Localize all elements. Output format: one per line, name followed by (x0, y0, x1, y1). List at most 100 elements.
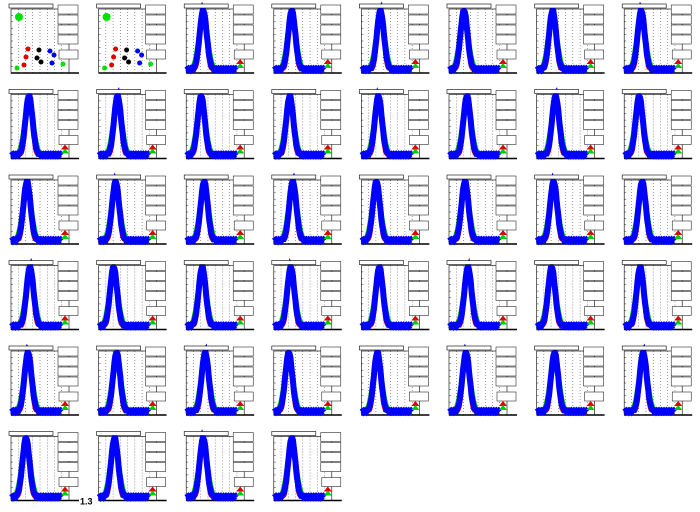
plot-panel (271, 258, 342, 331)
stats-box (495, 271, 517, 281)
title-box (621, 3, 667, 9)
blue-curve (9, 177, 64, 246)
plot-panel (8, 174, 79, 246)
blue-curve (9, 90, 64, 160)
blue-curve (622, 343, 677, 417)
stats-box (320, 120, 342, 130)
marker (323, 234, 332, 239)
marker (411, 230, 420, 235)
marker (61, 490, 69, 496)
blue-curve (447, 6, 502, 75)
stats-box (495, 346, 517, 357)
stats-box (670, 356, 692, 367)
legend-box (584, 306, 604, 316)
stats-box (320, 90, 342, 100)
stats-box (495, 4, 517, 15)
title-box (446, 3, 492, 9)
stats-box (232, 110, 254, 120)
plot-panel (8, 89, 79, 160)
blue-curve (96, 263, 152, 331)
title-box (446, 260, 492, 265)
stats-box (670, 34, 692, 45)
marker (586, 401, 595, 406)
stats-box (670, 281, 692, 291)
title-box (8, 3, 54, 9)
blue-curve (271, 91, 327, 161)
stats-box (320, 4, 342, 15)
marker (61, 401, 69, 406)
stats-box (495, 291, 517, 301)
stats-box (320, 175, 342, 186)
legend-box (233, 391, 254, 402)
scatter-point (148, 61, 154, 67)
marker (499, 234, 507, 239)
blue-curve (622, 92, 677, 160)
title-box (621, 260, 667, 265)
marker (674, 401, 683, 406)
marker (236, 405, 245, 410)
title-box (183, 174, 229, 180)
legend-box (321, 306, 342, 316)
stats-box (320, 34, 342, 45)
marker (411, 319, 420, 325)
stats-box (408, 120, 429, 130)
marker (586, 319, 595, 325)
legend-box (496, 391, 517, 402)
stats-box (320, 432, 342, 442)
scatter-point (47, 48, 53, 54)
legend-box (146, 306, 166, 316)
title-box (359, 345, 404, 351)
marker (236, 490, 245, 496)
stats-box (232, 175, 254, 186)
blue-curve (622, 1, 677, 75)
plot-panel (359, 174, 430, 246)
scatter-point (111, 54, 117, 60)
stats-box (57, 366, 79, 377)
stats-box (57, 452, 79, 462)
blue-curve (359, 261, 414, 331)
stats-box (408, 110, 429, 120)
stats-box (57, 291, 79, 301)
marker (61, 486, 69, 492)
stats-box (583, 205, 604, 216)
plot-panel (96, 172, 167, 246)
blue-curve (534, 346, 590, 417)
stats-box (145, 271, 166, 281)
legend-box (671, 220, 692, 231)
marker (586, 230, 595, 235)
plot-panel (446, 257, 517, 332)
stats-box (320, 100, 342, 110)
scatter-point (135, 48, 141, 54)
stats-box (408, 205, 429, 216)
stats-box (232, 100, 254, 110)
legend-box (146, 49, 166, 60)
plot-panel (183, 429, 255, 502)
blue-curve (271, 172, 327, 246)
stats-box (495, 205, 517, 216)
stats-box (408, 376, 429, 387)
plot-panel (359, 260, 430, 331)
legend-box (321, 135, 342, 145)
title-box (183, 260, 229, 265)
marker (674, 405, 683, 410)
legend-box (496, 135, 517, 145)
marker (323, 486, 332, 492)
stats-box (145, 366, 166, 377)
stats-box (583, 291, 604, 301)
stats-box (583, 175, 604, 186)
stats-box (408, 185, 429, 196)
stats-box (232, 291, 254, 301)
title-box (8, 431, 54, 436)
stats-box (583, 4, 604, 15)
scatter-point (51, 52, 57, 58)
stats-box (145, 356, 166, 367)
plot-panel (534, 345, 605, 417)
stats-box (583, 185, 604, 196)
plot-panel (271, 89, 342, 161)
stats-box (57, 90, 79, 100)
marker (586, 59, 595, 64)
legend-box (58, 49, 79, 60)
stats-box (495, 24, 517, 35)
legend-box (409, 220, 429, 231)
stats-box (57, 34, 79, 45)
